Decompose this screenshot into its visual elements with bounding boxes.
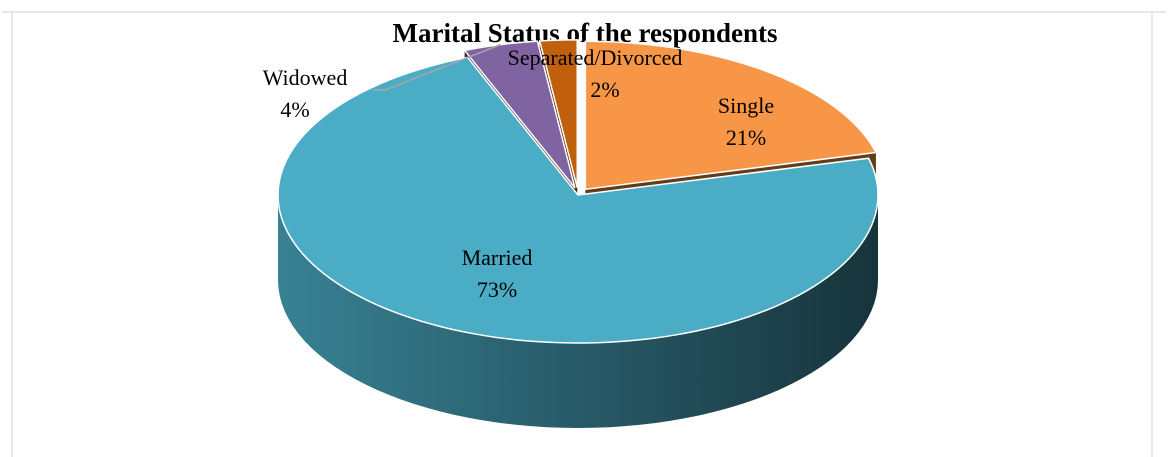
data-label-name: Single [718, 93, 774, 118]
data-label-value: 21% [726, 125, 766, 150]
data-label-value: 2% [590, 77, 619, 102]
pie-slice [538, 39, 578, 189]
slice-wall [278, 195, 878, 428]
data-label-name: Separated/Divorced [508, 45, 683, 70]
pie-slice [584, 40, 878, 191]
data-label-name: Widowed [263, 65, 348, 90]
data-label-value: 73% [477, 277, 517, 302]
pie-slice [277, 56, 879, 344]
pie-slice [463, 40, 576, 189]
data-label-value: 4% [280, 97, 309, 122]
leader-line [373, 43, 501, 91]
data-label-name: Married [462, 245, 533, 270]
